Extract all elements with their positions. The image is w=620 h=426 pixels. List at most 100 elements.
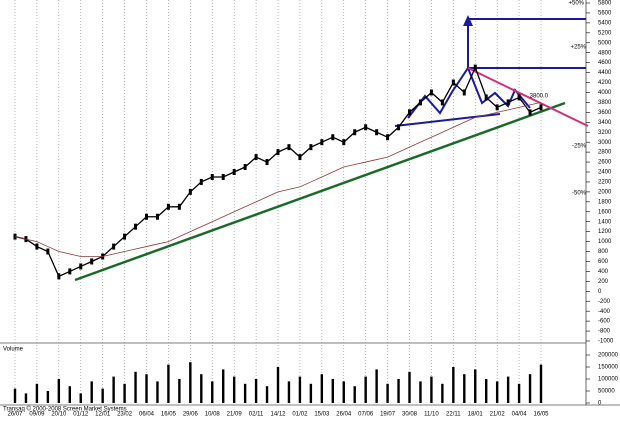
y-tick-label: 3600 (598, 110, 612, 116)
volume-bar (309, 383, 313, 403)
y-tick-label: 50000 (598, 389, 615, 395)
candle (484, 94, 488, 101)
candle (210, 173, 214, 180)
x-tick-label: 30/08 (402, 412, 418, 418)
volume-bar (101, 388, 104, 403)
x-tick-label: 07/06 (358, 412, 374, 418)
volume-bar (145, 374, 148, 403)
volume-bar (506, 376, 510, 403)
volume-bar (474, 369, 477, 403)
candle (342, 139, 346, 146)
volume-bar (68, 386, 71, 403)
candle (517, 94, 521, 101)
volume-bar (430, 376, 433, 403)
volume-bar (123, 383, 126, 403)
y-tick-label: 200000 (598, 353, 619, 359)
candle (188, 188, 192, 195)
volume-bar (112, 376, 115, 403)
volume-bar (386, 383, 389, 403)
volume-bar (243, 383, 247, 403)
resistance-line (467, 67, 589, 127)
trend-lines (74, 15, 589, 282)
volume-bar (57, 379, 61, 403)
candle (418, 99, 422, 106)
candle (386, 134, 390, 141)
volume-bar (408, 371, 411, 403)
y-tick-label: 3400 (598, 120, 612, 126)
candle (46, 248, 50, 255)
x-tick-label: 09/09 (29, 412, 45, 418)
y-tick-label: 5000 (598, 40, 612, 46)
y-tick-label: 3800 (598, 100, 612, 106)
volume-bar (298, 376, 302, 403)
volume-bar (463, 374, 466, 403)
y-tick-label: 2400 (598, 170, 612, 176)
y-tick-label: 1800 (598, 199, 612, 205)
y-tick-label: -600 (598, 319, 611, 325)
candle (166, 203, 170, 210)
candle (298, 154, 302, 161)
volume-bar (287, 381, 291, 403)
x-tick-label: 26/04 (336, 412, 352, 418)
pattern-line (407, 65, 531, 119)
y-tick-label: -800 (598, 329, 611, 335)
y-tick-label: 2200 (598, 180, 612, 186)
candle (451, 79, 455, 86)
trend-line (74, 101, 566, 282)
y-tick-label: 3000 (598, 140, 612, 146)
volume-bar (364, 376, 367, 403)
y-tick-label: 4600 (598, 60, 612, 66)
arrow-head (463, 15, 473, 26)
x-tick-label: 18/01 (468, 412, 484, 418)
volume-bar (46, 391, 50, 403)
y-tick-label: 1600 (598, 209, 612, 215)
y-tick-label: 2000 (598, 189, 612, 195)
candle (440, 99, 444, 106)
volume-bar (331, 379, 334, 403)
candle (309, 144, 313, 151)
candle (145, 213, 148, 220)
y-tick-label: 5400 (598, 20, 612, 26)
candle (265, 159, 269, 166)
volume-bar (517, 383, 521, 403)
candle (397, 124, 401, 131)
x-tick-label: 01/02 (292, 412, 308, 418)
candle (495, 104, 499, 111)
volume-bar (232, 376, 236, 403)
volume-bar (419, 381, 422, 403)
candle (134, 223, 138, 230)
candle (462, 89, 466, 96)
candle (287, 144, 291, 151)
volume-bar (254, 379, 258, 403)
y-tick-label: 100000 (598, 377, 619, 383)
candle (79, 263, 83, 270)
candle (90, 258, 94, 265)
y-tick-label: 4400 (598, 70, 612, 76)
y-tick-label: 1200 (598, 229, 612, 235)
volume-bar (167, 364, 170, 403)
y-tick-label: 1400 (598, 219, 612, 225)
candle (408, 109, 411, 116)
candle (331, 134, 335, 141)
volume-bar (353, 386, 356, 403)
volume-bar (276, 367, 280, 403)
volume-bar (495, 381, 499, 403)
x-tick-label: 10/08 (205, 412, 221, 418)
x-tick-label: 15/03 (314, 412, 330, 418)
x-tick-label: 04/04 (512, 412, 528, 418)
annotation: -50% (572, 191, 587, 197)
x-tick-label: 21/09 (227, 412, 243, 418)
annotation: 3800.0 (530, 94, 549, 100)
footer: Transaq © 2000-2008 Screen Market System… (3, 406, 127, 413)
annotation: +50% (568, 1, 584, 7)
annotation: +25% (570, 45, 586, 51)
candle (112, 243, 116, 250)
y-tick-label: 2800 (598, 150, 612, 156)
candle (123, 233, 127, 240)
candle (221, 173, 225, 180)
volume-bar (200, 374, 203, 403)
volume-bar (528, 374, 532, 403)
x-tick-label: 16/05 (533, 412, 549, 418)
